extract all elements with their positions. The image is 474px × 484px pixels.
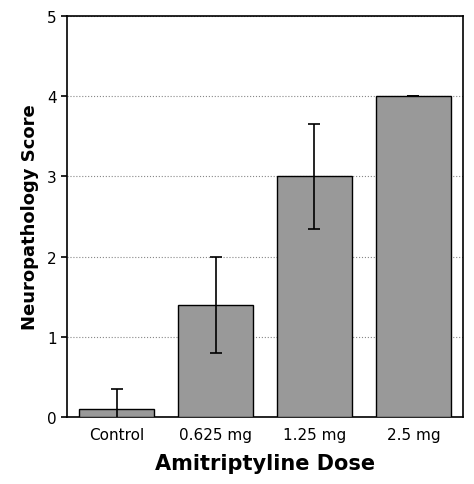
Bar xyxy=(277,177,352,417)
X-axis label: Amitriptyline Dose: Amitriptyline Dose xyxy=(155,453,375,473)
Bar xyxy=(80,409,154,417)
Y-axis label: Neuropathology Score: Neuropathology Score xyxy=(20,105,38,330)
Bar xyxy=(376,97,450,417)
Bar xyxy=(178,305,253,417)
